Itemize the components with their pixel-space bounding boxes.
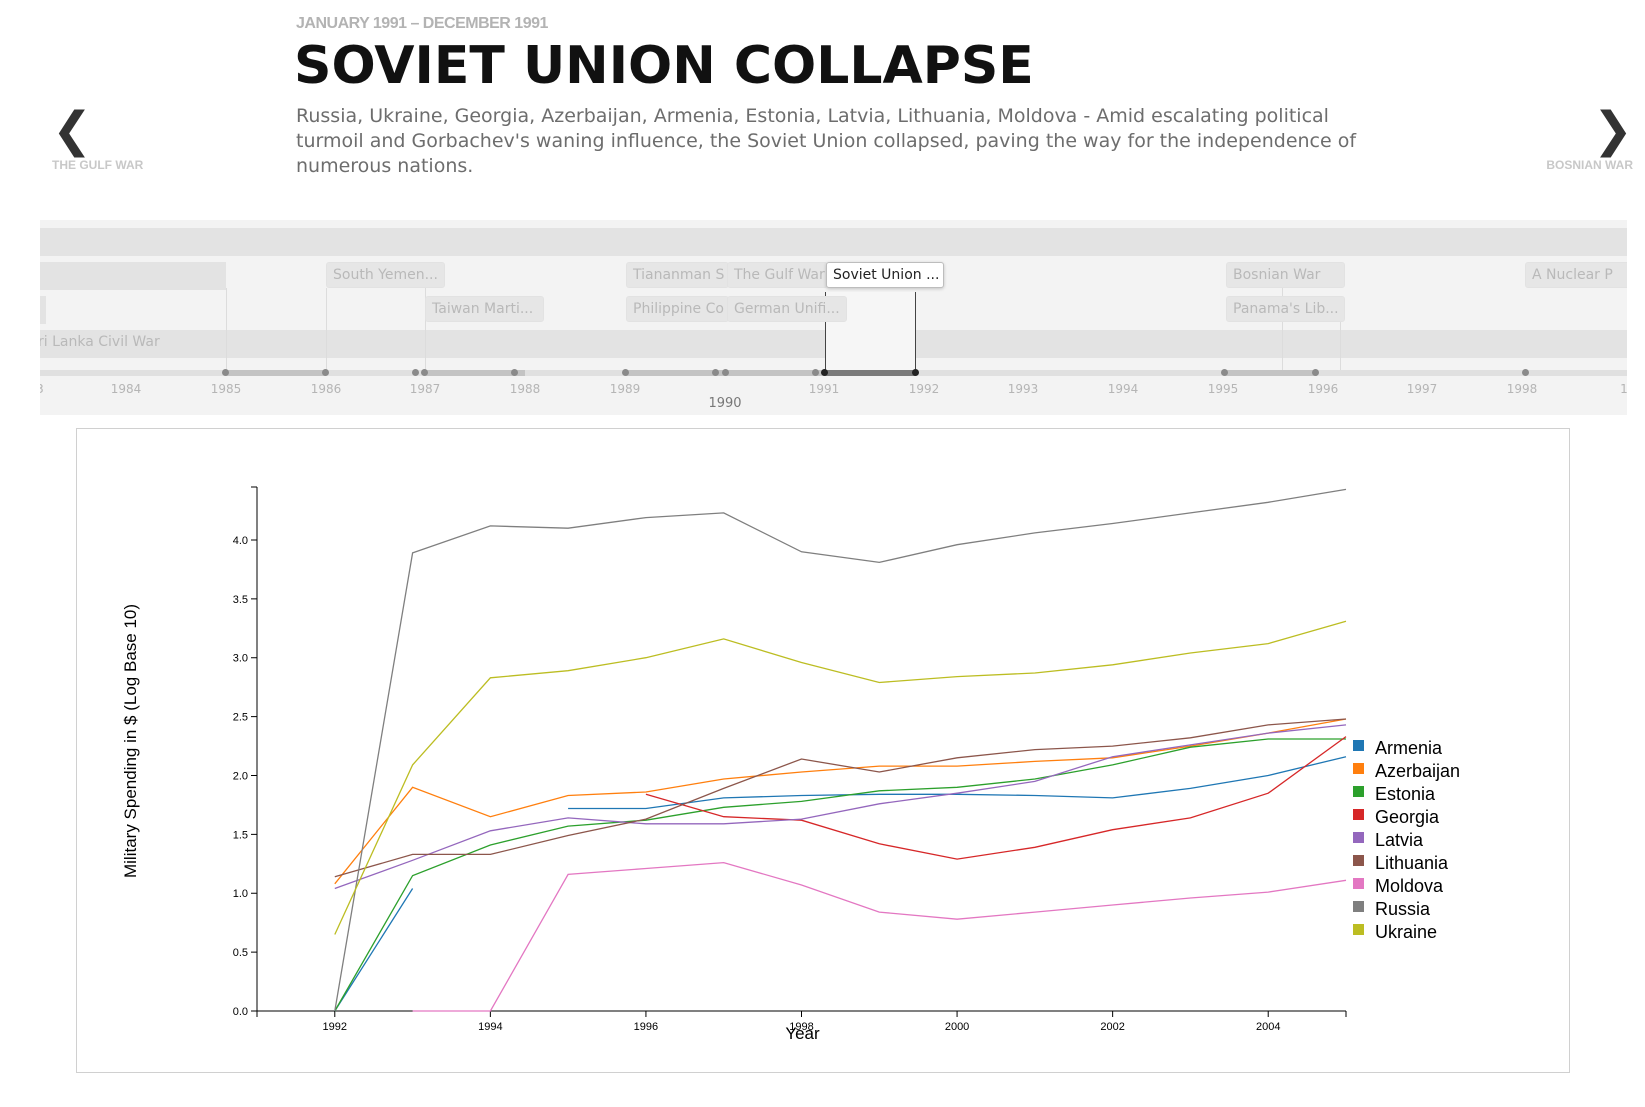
- series-line-russia: [334, 488, 1347, 1012]
- legend-label-estonia: Estonia: [1375, 784, 1436, 804]
- timeline-year: 1998: [1506, 382, 1538, 396]
- x-tick-label: 1998: [789, 1021, 813, 1033]
- timeline-year: 1997: [1406, 382, 1438, 396]
- legend-swatch-estonia: [1353, 786, 1364, 797]
- timeline-active-segment: [825, 370, 916, 376]
- next-event-button[interactable]: ❯ BOSNIAN WAR: [1546, 100, 1633, 172]
- timeline-event[interactable]: Bosnian War: [1226, 262, 1345, 288]
- series-line-armenia: [334, 756, 1347, 1012]
- series-line-moldova: [412, 861, 1347, 1012]
- page-title: SOVIET UNION COLLAPSE: [294, 36, 1034, 96]
- series-line-latvia: [334, 724, 1347, 890]
- y-tick-label: 2.5: [233, 712, 248, 724]
- timeline-year: 1991: [808, 382, 840, 396]
- x-tick-label: 1994: [478, 1021, 502, 1033]
- y-tick-label: 1.0: [233, 888, 248, 900]
- y-tick-label: 0.0: [233, 1006, 248, 1018]
- series-line-estonia: [334, 738, 1346, 1012]
- y-tick-label: 2.0: [233, 770, 248, 782]
- timeline-year: 1989: [609, 382, 641, 396]
- legend-swatch-azerbaijan: [1353, 763, 1364, 774]
- series-line-ukraine: [334, 620, 1347, 935]
- y-axis-title: Military Spending in $ (Log Base 10): [121, 604, 140, 878]
- timeline[interactable]: ri Lanka Civil War South Yemen... Taiwan…: [40, 220, 1627, 415]
- y-tick-label: 3.5: [233, 594, 248, 606]
- chevron-left-icon[interactable]: ❮: [52, 102, 93, 158]
- timeline-event[interactable]: Panama's Lib...: [1226, 296, 1345, 322]
- timeline-band[interactable]: [40, 296, 46, 324]
- timeline-current-year: 1990: [708, 396, 742, 411]
- timeline-event-active[interactable]: Soviet Union ...: [826, 262, 944, 288]
- timeline-band[interactable]: [40, 262, 226, 290]
- legend-swatch-armenia: [1353, 740, 1364, 751]
- x-tick-label: 1996: [634, 1021, 658, 1033]
- x-axis-title: Year: [785, 1024, 820, 1043]
- legend-label-lithuania: Lithuania: [1375, 853, 1449, 873]
- date-range: JANUARY 1991 – DECEMBER 1991: [296, 15, 548, 32]
- timeline-event[interactable]: German Unifi...: [727, 296, 847, 322]
- legend-swatch-lithuania: [1353, 855, 1364, 866]
- timeline-year: 1: [1620, 382, 1627, 396]
- legend-swatch-latvia: [1353, 832, 1364, 843]
- x-tick-label: 2000: [945, 1021, 969, 1033]
- legend-swatch-moldova: [1353, 878, 1364, 889]
- legend-label-azerbaijan: Azerbaijan: [1375, 761, 1460, 781]
- chart-panel: 0.0 0.5 1.0 1.5 2.0 2.5 3.0 3.5 4.0 1992 1994 1996 1…: [76, 428, 1570, 1073]
- timeline-event[interactable]: South Yemen...: [326, 262, 445, 288]
- timeline-event[interactable]: Taiwan Marti...: [425, 296, 544, 322]
- legend-label-ukraine: Ukraine: [1375, 922, 1437, 942]
- y-tick-label: 4.0: [233, 535, 248, 547]
- previous-event-button[interactable]: ❮ THE GULF WAR: [52, 100, 143, 172]
- timeline-year: 1996: [1307, 382, 1339, 396]
- x-tick-label: 2004: [1256, 1021, 1280, 1033]
- timeline-year: 1995: [1207, 382, 1239, 396]
- timeline-year: 1994: [1107, 382, 1139, 396]
- y-tick-label: 1.5: [233, 829, 248, 841]
- series-line-georgia: [645, 736, 1347, 860]
- legend-label-moldova: Moldova: [1375, 876, 1444, 896]
- timeline-top-band: [40, 228, 1627, 256]
- legend-swatch-georgia: [1353, 809, 1364, 820]
- timeline-year: 1988: [509, 382, 541, 396]
- legend-swatch-russia: [1353, 901, 1364, 912]
- timeline-year: 1992: [908, 382, 940, 396]
- timeline-year: 1984: [110, 382, 142, 396]
- series-line-azerbaijan: [334, 718, 1347, 885]
- timeline-event[interactable]: The Gulf War: [727, 262, 828, 288]
- timeline-event[interactable]: Philippine Co: [626, 296, 729, 322]
- y-tick-label: 3.0: [233, 653, 248, 665]
- timeline-year: 1993: [1007, 382, 1039, 396]
- series-line-lithuania: [334, 718, 1347, 878]
- chevron-right-icon[interactable]: ❯: [1592, 102, 1633, 158]
- legend-label-georgia: Georgia: [1375, 807, 1440, 827]
- timeline-year: 1987: [409, 382, 441, 396]
- previous-event-label[interactable]: THE GULF WAR: [52, 158, 144, 172]
- y-tick-label: 0.5: [233, 947, 248, 959]
- legend-swatch-ukraine: [1353, 924, 1364, 935]
- legend-label-russia: Russia: [1375, 899, 1431, 919]
- timeline-year: 1986: [310, 382, 342, 396]
- legend-label-latvia: Latvia: [1375, 830, 1424, 850]
- legend-label-armenia: Armenia: [1375, 738, 1443, 758]
- military-spending-chart: 0.0 0.5 1.0 1.5 2.0 2.5 3.0 3.5 4.0 1992 1994 1996 1…: [121, 486, 1460, 1043]
- x-tick-label: 2002: [1100, 1021, 1124, 1033]
- next-event-label[interactable]: BOSNIAN WAR: [1546, 158, 1633, 172]
- timeline-event[interactable]: Tiananman S: [626, 262, 729, 288]
- event-summary: Russia, Ukraine, Georgia, Azerbaijan, Ar…: [296, 105, 1357, 177]
- x-tick-label: 1992: [323, 1021, 347, 1033]
- timeline-year: 3: [40, 382, 44, 396]
- timeline-band-label: ri Lanka Civil War: [40, 334, 160, 350]
- timeline-event[interactable]: A Nuclear P: [1525, 262, 1627, 288]
- timeline-year: 1985: [210, 382, 242, 396]
